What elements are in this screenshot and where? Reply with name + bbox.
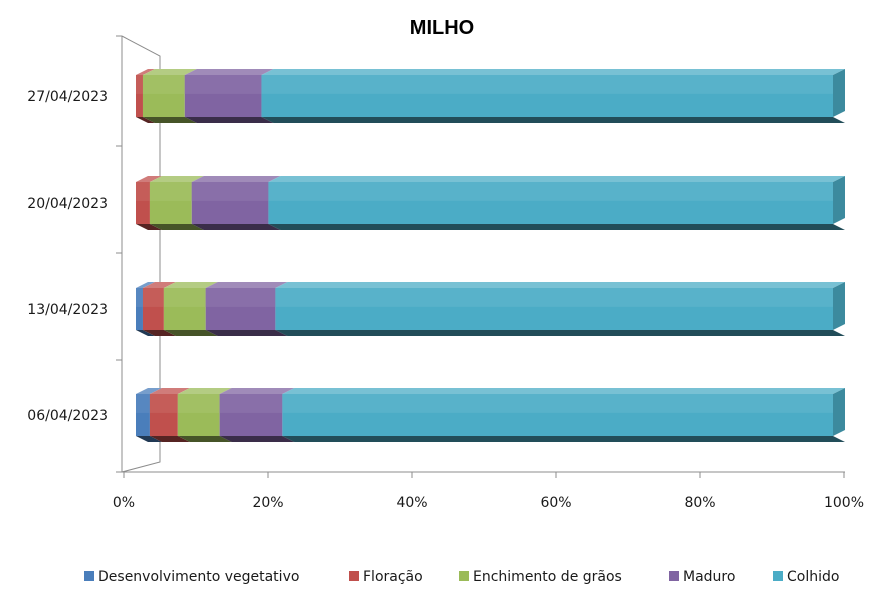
bar-segment-maduro xyxy=(191,176,281,230)
bar-segment-colhido xyxy=(282,388,845,442)
legend-label: Desenvolvimento vegetativo xyxy=(98,569,299,585)
bar-end-face xyxy=(833,388,845,436)
axis-labels: 0% 20% 40% 60% 80% 100% 27/04/2023 20/04/2023 13… xyxy=(27,89,864,511)
bar-segment-maduro xyxy=(184,69,274,123)
legend-item: Maduro xyxy=(669,569,735,585)
bar-segment-maduro xyxy=(219,388,295,442)
bar-segment-desenvolvimento-vegetativo xyxy=(136,282,155,336)
y-tick-label: 20/04/2023 xyxy=(27,196,108,212)
x-tick-label: 100% xyxy=(824,495,864,511)
bar-segment-enchimento-de-gr-os xyxy=(177,388,232,442)
legend-swatch xyxy=(773,571,783,581)
side-wall-outline xyxy=(121,35,161,473)
bar-segment-enchimento-de-gr-os xyxy=(163,282,218,336)
bar-segment-maduro xyxy=(205,282,288,336)
legend-swatch xyxy=(84,571,94,581)
bar-segment-flora-o xyxy=(149,388,190,442)
x-tick-label: 60% xyxy=(540,495,571,511)
legend-swatch xyxy=(349,571,359,581)
legend-item: Floração xyxy=(349,569,423,585)
bar-segment-flora-o xyxy=(136,69,155,123)
y-tick-label: 27/04/2023 xyxy=(27,89,108,105)
bar-segment-colhido xyxy=(275,282,845,336)
bar-end-face xyxy=(833,282,845,330)
legend-item: Enchimento de grãos xyxy=(459,569,622,585)
y-tick-label: 06/04/2023 xyxy=(27,408,108,424)
bars xyxy=(136,69,846,442)
legend-item: Colhido xyxy=(773,569,839,585)
bar-segment-colhido xyxy=(261,69,846,123)
x-tick-label: 40% xyxy=(396,495,427,511)
y-tick-label: 13/04/2023 xyxy=(27,302,108,318)
bar-segment-colhido xyxy=(268,176,845,230)
legend-item: Desenvolvimento vegetativo xyxy=(84,569,299,585)
legend-label: Enchimento de grãos xyxy=(473,569,622,585)
bar-segment-flora-o xyxy=(136,176,162,230)
legend-label: Floração xyxy=(363,569,423,585)
legend-swatch xyxy=(459,571,469,581)
axes xyxy=(116,35,845,478)
bar-segment-flora-o xyxy=(142,282,176,336)
legend: Desenvolvimento vegetativo Floração Enchim… xyxy=(84,569,839,585)
x-tick-label: 20% xyxy=(252,495,283,511)
legend-swatch xyxy=(669,571,679,581)
bar-segment-enchimento-de-gr-os xyxy=(142,69,197,123)
x-tick-label: 80% xyxy=(684,495,715,511)
chart-title: MILHO xyxy=(410,17,474,39)
legend-label: Maduro xyxy=(683,569,735,585)
x-tick-label: 0% xyxy=(113,495,135,511)
bar-end-face xyxy=(833,176,845,224)
bar-end-face xyxy=(833,69,845,117)
legend-label: Colhido xyxy=(787,569,839,585)
bar-segment-desenvolvimento-vegetativo xyxy=(136,388,162,442)
bar-segment-enchimento-de-gr-os xyxy=(149,176,204,230)
